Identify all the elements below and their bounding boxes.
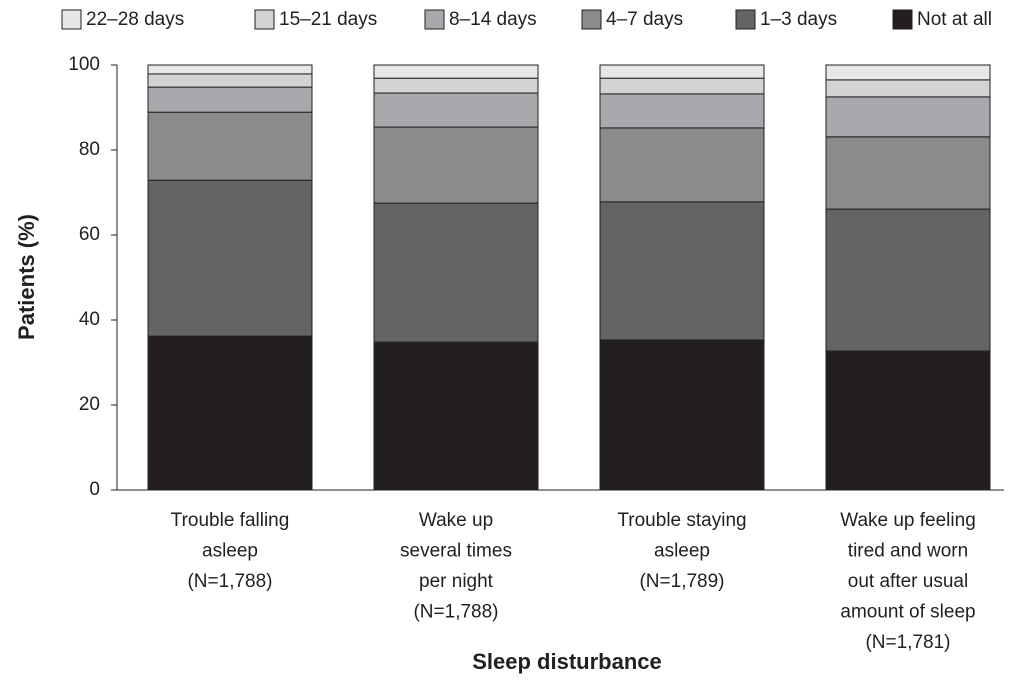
x-tick-label: (N=1,788) [187,571,272,592]
x-tick-label: (N=1,788) [413,602,498,623]
bar-segment [599,64,765,79]
legend-label: 15–21 days [279,9,377,30]
legend-swatch [424,9,445,30]
bar-segment [825,136,991,210]
y-tick-label: 100 [68,54,100,75]
x-tick-label: several times [400,541,512,562]
y-tick-label: 60 [79,224,100,245]
bar-segment [147,73,313,88]
bar-segment [599,93,765,129]
bar-segment [373,77,539,94]
bar-segment [825,96,991,138]
bar-segment [373,126,539,204]
legend-label: 8–14 days [449,9,537,30]
bar-segment [147,111,313,181]
x-tick-label: per night [419,571,494,592]
x-tick-label: tired and worn [848,541,968,562]
bar-segment [373,202,539,343]
bar-segment [825,350,991,491]
y-tick-label: 80 [79,139,100,160]
y-axis-label: Patients (%) [14,214,39,340]
bar-segment [599,77,765,95]
bar-segment [147,64,313,75]
legend-label: 4–7 days [606,9,683,30]
bar-segment [825,208,991,352]
legend-label: Not at all [917,9,992,30]
x-tick-label: out after usual [848,571,968,592]
bar-segment [147,179,313,337]
x-tick-label: Trouble staying [617,510,746,531]
x-tick-label: asleep [654,541,710,562]
legend-label: 1–3 days [760,9,837,30]
bar-segment [373,92,539,128]
bar-segment [147,86,313,113]
legend-label: 22–28 days [86,9,184,30]
legend-swatch [735,9,756,30]
x-tick-label: (N=1,789) [639,571,724,592]
bar-segment [373,64,539,79]
x-tick-label: (N=1,781) [865,632,950,653]
legend-swatch [254,9,275,30]
bar-segment [599,339,765,491]
bar-segment [599,127,765,203]
x-tick-label: Wake up [419,510,493,531]
y-tick-label: 20 [79,394,100,415]
bar-segment [599,201,765,341]
x-tick-label: amount of sleep [840,602,975,623]
y-tick-label: 0 [89,479,100,500]
bar-segment [825,79,991,98]
x-tick-label: Wake up feeling [840,510,976,531]
x-axis-label: Sleep disturbance [472,649,662,674]
y-tick-label: 40 [79,309,100,330]
x-tick-label: asleep [202,541,258,562]
bar-segment [825,64,991,81]
bar-segment [147,335,313,491]
legend-swatch [892,9,913,30]
x-tick-label: Trouble falling [171,510,290,531]
legend-swatch [61,9,82,30]
legend-swatch [581,9,602,30]
bar-segment [373,341,539,491]
